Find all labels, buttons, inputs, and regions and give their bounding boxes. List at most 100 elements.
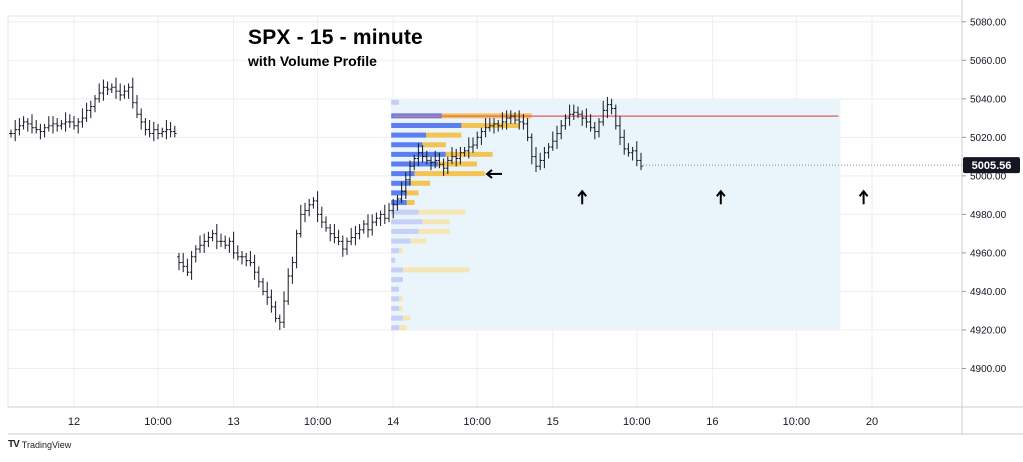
ohlc-bar (147, 120, 152, 138)
up-arrow-icon (858, 189, 869, 205)
ohlc-bar (227, 237, 232, 253)
ohlc-bar (496, 120, 500, 132)
tradingview-logo-icon: TV (8, 439, 20, 450)
volume-profile-sell-bar (422, 142, 446, 148)
ohlc-bar (231, 231, 236, 259)
ohlc-bar (626, 143, 631, 157)
ohlc-bar (320, 206, 324, 228)
ohlc-bar (639, 152, 643, 171)
ohlc-bar (110, 83, 114, 94)
ohlc-bar (269, 289, 274, 313)
time-axis-tick-label: 10:00 (623, 416, 651, 428)
ohlc-bar (17, 118, 22, 136)
ohlc-bar (122, 85, 127, 99)
tradingview-name: TradingView (21, 439, 72, 450)
volume-profile-sell-bar (399, 296, 403, 302)
ohlc-bar (26, 118, 30, 132)
ohlc-bar (475, 131, 479, 149)
ohlc-bar (30, 114, 34, 134)
volume-profile-buy-bar (391, 315, 403, 321)
time-axis-tick-label: 13 (227, 416, 239, 428)
ohlc-bar (189, 250, 194, 280)
arrow-head (716, 189, 726, 197)
ohlc-bar (559, 120, 563, 140)
ohlc-bar (500, 112, 505, 130)
ohlc-bar (630, 146, 635, 161)
ohlc-bar (454, 148, 458, 167)
ohlc-bar (517, 110, 521, 130)
ohlc-bar (563, 114, 568, 130)
ohlc-bar (572, 104, 576, 121)
ohlc-bar (315, 191, 320, 223)
volume-profile-buy-bar (391, 286, 399, 292)
ohlc-bar (202, 233, 206, 253)
time-axis-tick-label: 20 (866, 416, 878, 428)
ohlc-bar (580, 110, 584, 126)
ohlc-bar (303, 202, 307, 223)
ohlc-bar (467, 137, 471, 159)
ohlc-bar (118, 83, 122, 101)
ohlc-bar (609, 98, 614, 115)
ohlc-bar (387, 202, 391, 223)
volume-profile-sell-bar (410, 238, 427, 244)
time-axis-tick-label: 16 (706, 416, 718, 428)
ohlc-bar (173, 125, 177, 138)
volume-profile-buy-bar (391, 267, 403, 273)
price-axis-tick-label: 5040.00 (970, 94, 1007, 105)
volume-profile-sell-bar (399, 305, 403, 311)
ohlc-bar (567, 104, 572, 126)
ohlc-bar (311, 197, 316, 209)
ohlc-bar (168, 121, 173, 138)
volume-profile-sell-bar (406, 190, 419, 196)
ohlc-bar (605, 96, 610, 119)
ohlc-bar (588, 114, 593, 132)
ohlc-bar (278, 314, 282, 330)
up-arrow-icon (716, 189, 726, 205)
volume-profile-sell-bar (406, 200, 415, 206)
ohlc-bar (509, 110, 513, 124)
ohlc-bar (21, 116, 26, 130)
ohlc-bar (38, 123, 43, 140)
price-axis-tick-label: 4980.00 (970, 210, 1007, 221)
ohlc-bar (408, 160, 412, 186)
volume-profile-buy-bar (391, 132, 427, 138)
volume-profile-buy-bar (391, 238, 411, 244)
ohlc-bar (294, 229, 299, 269)
ohlc-bar (542, 146, 547, 169)
time-axis-tick-label: 14 (387, 416, 399, 428)
ohlc-bar (164, 120, 169, 140)
volume-profile-buy-bar (391, 325, 399, 331)
ohlc-bar (252, 254, 257, 280)
price-axis-tick-label: 4920.00 (970, 325, 1007, 336)
ohlc-bar (521, 114, 526, 130)
ohlc-bar (538, 152, 542, 171)
ohlc-bar (341, 235, 345, 257)
ohlc-bar (257, 266, 261, 288)
ohlc-bar (265, 281, 269, 305)
ohlc-bar (290, 256, 295, 284)
ohlc-bar (273, 301, 278, 323)
ohlc-bar (416, 143, 421, 167)
ohlc-bar (357, 224, 362, 240)
ohlc-bar (51, 116, 55, 134)
ohlc-bar (458, 146, 463, 165)
ohlc-bar (399, 181, 404, 203)
ohlc-bar (483, 118, 488, 138)
ohlc-bar (336, 229, 341, 246)
last-price-badge (963, 157, 1020, 174)
arrow-head (577, 189, 587, 197)
tradingview-branding: TV TradingView (8, 439, 71, 450)
ohlc-bar (282, 291, 286, 329)
ohlc-bar (374, 212, 379, 226)
ohlc-bar (139, 108, 143, 130)
chart-subtitle: with Volume Profile (248, 53, 377, 69)
volume-profile-sell-bar (438, 161, 477, 167)
ohlc-bar (84, 102, 89, 122)
ohlc-bar (219, 233, 223, 248)
ohlc-bar (206, 231, 211, 248)
arrow-head (858, 189, 869, 197)
ohlc-bar (198, 235, 202, 253)
ohlc-bar (105, 81, 110, 95)
